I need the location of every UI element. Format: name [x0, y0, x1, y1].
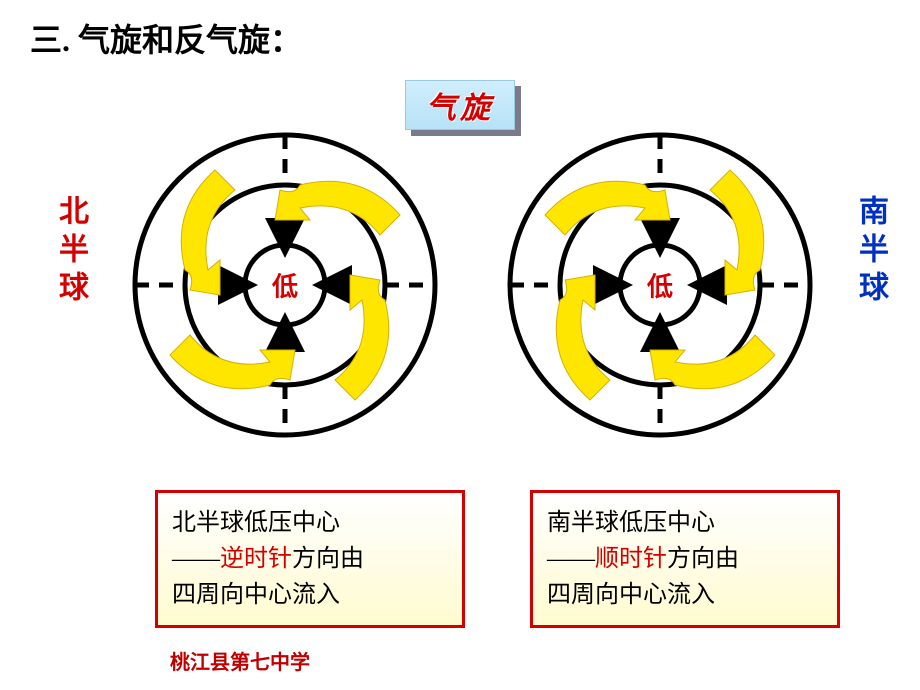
diagram-north: 低: [130, 130, 440, 440]
caption-north-highlight: 逆时针: [220, 546, 292, 572]
caption-south-line2: ——顺时针方向由: [547, 541, 823, 577]
caption-north-line3: 四周向中心流入: [172, 577, 448, 613]
center-low-north: 低: [272, 267, 298, 304]
caption-south-highlight: 顺时针: [595, 546, 667, 572]
caption-south-line1: 南半球低压中心: [547, 505, 823, 541]
label-north-hemisphere: 北半球: [48, 195, 92, 309]
caption-north-dash: ——: [172, 546, 220, 572]
caption-south: 南半球低压中心 ——顺时针方向由 四周向中心流入: [530, 490, 840, 628]
caption-north-tail: 方向由: [292, 546, 364, 572]
badge-box: 气旋: [405, 80, 515, 130]
caption-south-tail: 方向由: [667, 546, 739, 572]
footer-school: 桃江县第七中学: [170, 646, 310, 675]
caption-south-line3: 四周向中心流入: [547, 577, 823, 613]
caption-north-line1: 北半球低压中心: [172, 505, 448, 541]
label-south-hemisphere: 南半球: [848, 195, 892, 309]
caption-south-dash: ——: [547, 546, 595, 572]
caption-north-line2: ——逆时针方向由: [172, 541, 448, 577]
badge-text: 气旋: [426, 83, 494, 127]
center-low-south: 低: [647, 267, 673, 304]
badge-cyclone: 气旋: [405, 80, 515, 130]
caption-north: 北半球低压中心 ——逆时针方向由 四周向中心流入: [155, 490, 465, 628]
page-title: 三. 气旋和反气旋：: [30, 15, 302, 61]
diagram-south: 低: [505, 130, 815, 440]
